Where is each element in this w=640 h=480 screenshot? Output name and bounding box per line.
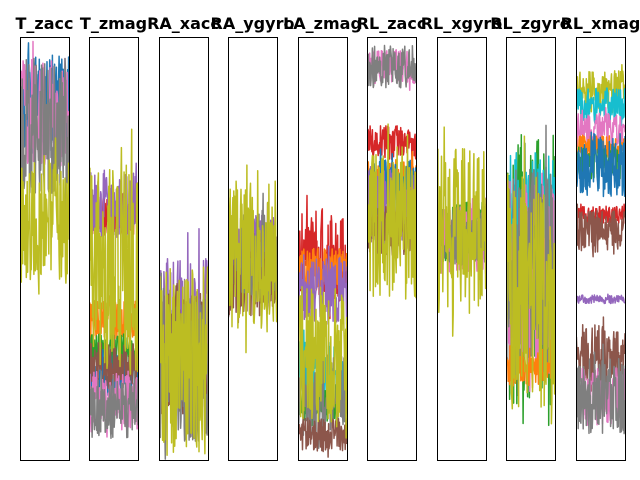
panel-title: T_zmag bbox=[80, 14, 147, 33]
series-line bbox=[89, 370, 138, 440]
panel-t-zacc: T_zacc bbox=[16, 14, 74, 461]
series-line bbox=[576, 203, 625, 258]
panel-frame bbox=[367, 37, 417, 461]
panel-frame bbox=[576, 37, 626, 461]
series-line bbox=[367, 44, 416, 89]
panel-title: RL_zacc bbox=[357, 14, 427, 33]
series-line bbox=[367, 125, 416, 164]
series-line bbox=[298, 245, 347, 326]
panel-frame bbox=[89, 37, 139, 461]
panel-frame bbox=[437, 37, 487, 461]
series-line bbox=[576, 131, 625, 198]
series-line bbox=[367, 123, 416, 300]
panel-title: RL_xgyro bbox=[421, 14, 503, 33]
series-line bbox=[576, 293, 625, 305]
series-line bbox=[437, 126, 486, 337]
series-line bbox=[506, 135, 555, 425]
panel-frame bbox=[159, 37, 209, 461]
panel-frame bbox=[298, 37, 348, 461]
panel-title: RL_zgyro bbox=[490, 14, 571, 33]
panel-ra-xacc: RA_xacc bbox=[147, 14, 220, 461]
series-line bbox=[89, 128, 138, 375]
series-line bbox=[228, 164, 277, 354]
series-line bbox=[576, 87, 625, 127]
series-line bbox=[576, 203, 625, 227]
series-line bbox=[576, 343, 625, 435]
series-line bbox=[20, 57, 69, 212]
panel-rl-zgyro: RL_zgyro bbox=[490, 14, 571, 461]
panel-frame bbox=[228, 37, 278, 461]
panel-rl-xgyro: RL_xgyro bbox=[421, 14, 503, 461]
panel-frame bbox=[20, 37, 70, 461]
panel-frame bbox=[506, 37, 556, 461]
series-line bbox=[20, 137, 69, 295]
panel-title: RL_xmag bbox=[561, 14, 640, 33]
panel-t-zmag: T_zmag bbox=[80, 14, 147, 461]
panel-la-zmag: LA_zmag bbox=[283, 14, 362, 461]
panel-ra-ygyro: RA_ygyro bbox=[211, 14, 295, 461]
series-line bbox=[298, 286, 347, 439]
series-line bbox=[298, 417, 347, 458]
panel-title: LA_zmag bbox=[283, 14, 362, 33]
series-line bbox=[159, 266, 208, 456]
panel-rl-zacc: RL_zacc bbox=[357, 14, 427, 461]
panel-title: T_zacc bbox=[16, 14, 74, 33]
panel-rl-xmag: RL_xmag bbox=[561, 14, 640, 461]
panel-title: RA_xacc bbox=[147, 14, 220, 33]
panel-title: RA_ygyro bbox=[211, 14, 295, 33]
